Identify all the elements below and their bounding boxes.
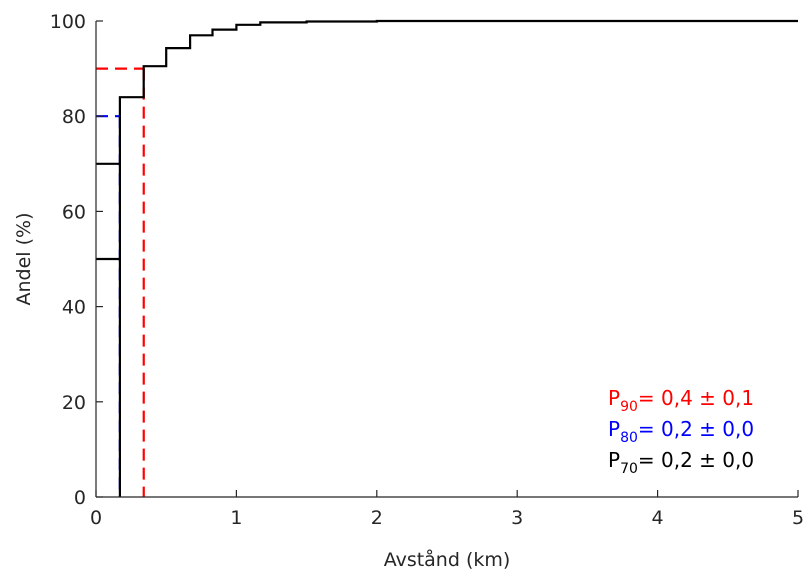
annotation-p70: P70= 0,2 ± 0,0 — [608, 448, 754, 477]
x-tick-label: 4 — [652, 507, 664, 529]
chart-axes — [95, 20, 799, 498]
x-tick-label: 5 — [792, 507, 804, 529]
y-tick-label: 0 — [74, 487, 86, 509]
y-tick-label: 40 — [62, 297, 86, 319]
x-tick-label: 2 — [371, 507, 383, 529]
annotation-p80-sub: 80 — [620, 430, 638, 446]
svg-text:P90= 0,4 ± 0,1: P90= 0,4 ± 0,1 — [608, 386, 754, 415]
x-tick-label: 0 — [90, 507, 102, 529]
annotation-p80: P80= 0,2 ± 0,0 — [608, 417, 754, 446]
annotation-p90-value: = 0,4 ± 0,1 — [638, 386, 754, 410]
svg-text:P70= 0,2 ± 0,0: P70= 0,2 ± 0,0 — [608, 448, 754, 477]
chart-marks — [96, 19, 798, 497]
annotation-p70-value: = 0,2 ± 0,0 — [638, 448, 754, 472]
x-axis-title: Avstånd (km) — [384, 548, 511, 571]
annotation-p70-sub: 70 — [620, 461, 638, 477]
annotation-p70-base: P — [608, 448, 620, 472]
annotation-p80-base: P — [608, 417, 620, 441]
x-tick-label: 3 — [511, 507, 523, 529]
annotation-p90-base: P — [608, 386, 620, 410]
x-tick-label: 1 — [230, 507, 242, 529]
cdf-series-line — [118, 19, 798, 497]
y-tick-label: 60 — [62, 201, 86, 223]
annotation-p80-value: = 0,2 ± 0,0 — [638, 417, 754, 441]
y-tick-label: 100 — [50, 11, 86, 33]
y-tick-label: 80 — [62, 106, 86, 128]
annotation-p90: P90= 0,4 ± 0,1 — [608, 386, 754, 415]
annotation-p90-sub: 90 — [620, 399, 638, 415]
chart-tick-labels: 0 1 2 3 4 5 0 20 40 60 80 100 — [50, 11, 804, 529]
y-tick-label: 20 — [62, 392, 86, 414]
y-axis-title: Andel (%) — [13, 213, 35, 306]
svg-text:P80= 0,2 ± 0,0: P80= 0,2 ± 0,0 — [608, 417, 754, 446]
